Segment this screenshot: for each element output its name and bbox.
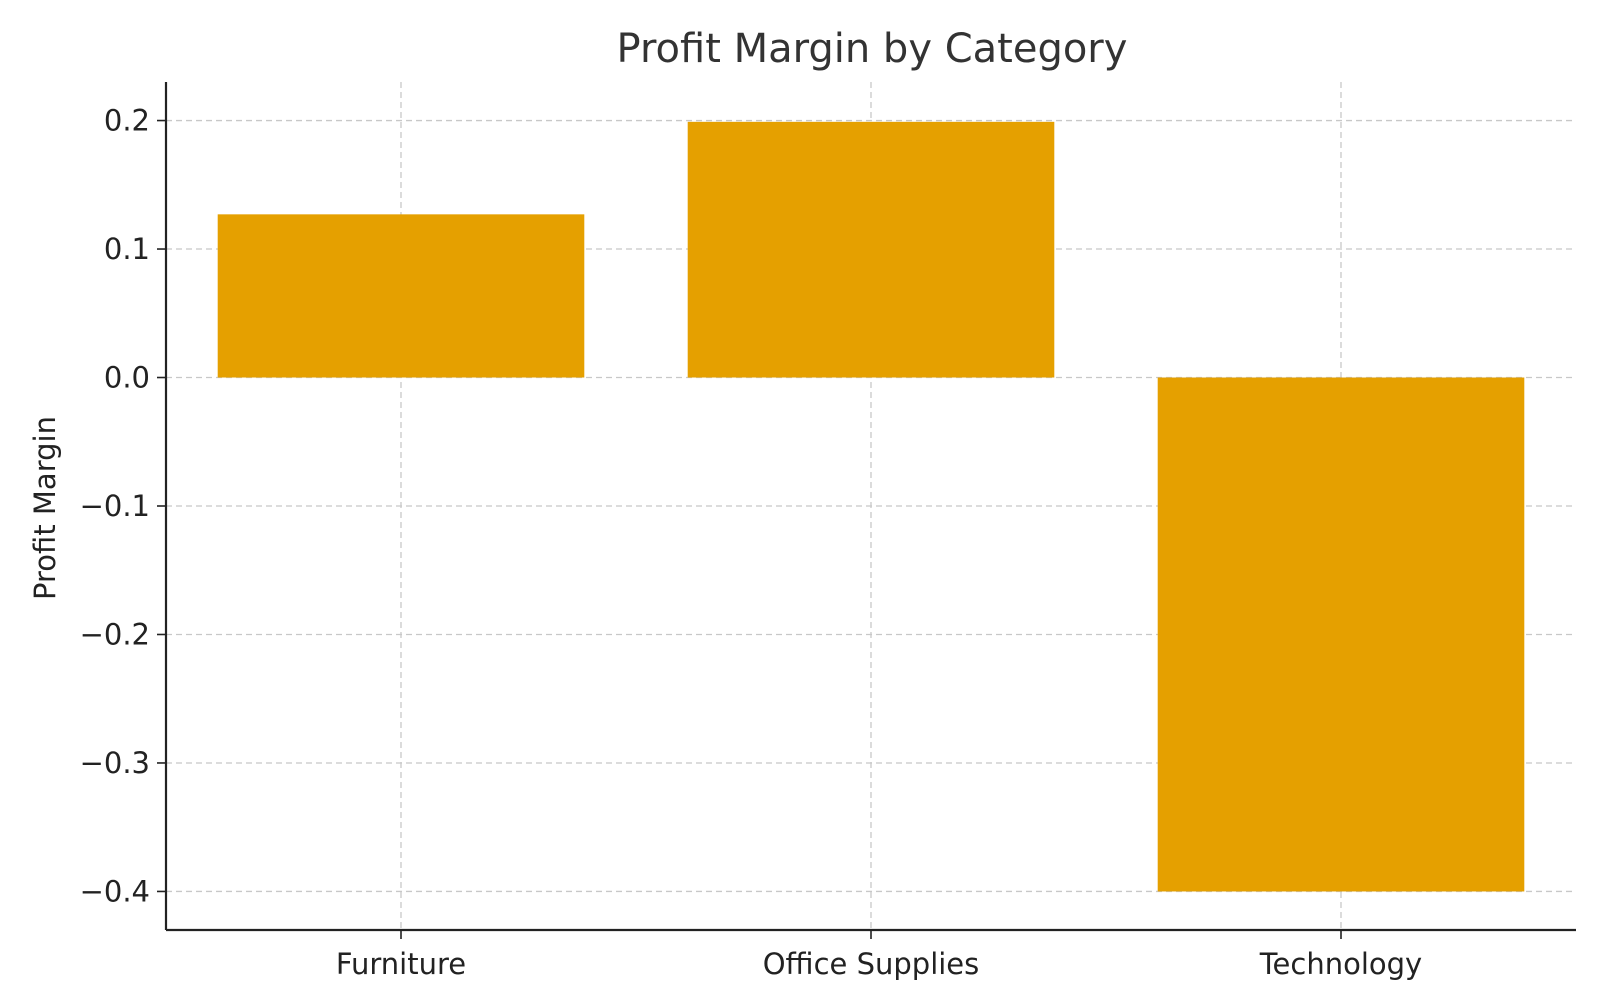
y-tick-label: −0.2	[80, 617, 150, 651]
x-tick-label: Furniture	[336, 947, 466, 981]
y-tick-label: 0.0	[104, 361, 150, 395]
bar-furniture	[217, 214, 585, 378]
y-tick-label: −0.3	[80, 746, 150, 780]
y-tick-label: −0.1	[80, 489, 150, 523]
bars	[217, 121, 1525, 892]
chart-title: Profit Margin by Category	[617, 26, 1128, 72]
x-tick-label: Office Supplies	[763, 947, 980, 981]
bar-office-supplies	[687, 121, 1055, 378]
y-tick-label: 0.1	[104, 232, 150, 266]
bar-technology	[1157, 377, 1525, 892]
y-tick-label: −0.4	[80, 874, 150, 908]
x-tick-label: Technology	[1259, 947, 1422, 981]
axes	[157, 82, 1576, 939]
tick-labels: 0.2 0.1 0.0 −0.1 −0.2 −0.3 −0.4 Furniture Office…	[80, 104, 1423, 981]
y-axis-label: Profit Margin	[28, 416, 62, 600]
y-tick-label: 0.2	[104, 104, 150, 138]
